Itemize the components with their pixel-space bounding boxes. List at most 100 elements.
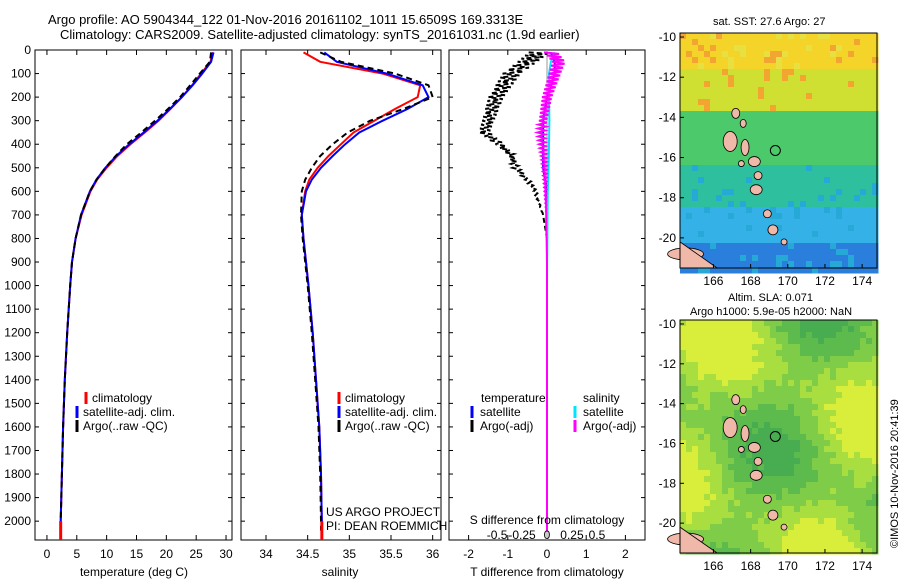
heatmap-cell <box>740 63 747 70</box>
heatmap-cell <box>794 416 801 423</box>
heatmap-cell <box>860 111 867 118</box>
heatmap-cell <box>860 231 867 238</box>
heatmap-cell <box>692 524 699 531</box>
heatmap-cell <box>764 69 771 76</box>
heatmap-cell <box>836 45 843 52</box>
heatmap-cell <box>770 392 777 399</box>
heatmap-cell <box>770 326 777 333</box>
heatmap-cell <box>716 326 723 333</box>
heatmap-cell <box>782 350 789 357</box>
heatmap-cell <box>722 536 729 543</box>
heatmap-cell <box>776 111 783 118</box>
heatmap-cell <box>860 39 867 46</box>
heatmap-cell <box>770 207 777 214</box>
heatmap-cell <box>860 129 867 136</box>
heatmap-cell <box>728 500 735 507</box>
heatmap-cell <box>716 261 723 268</box>
heatmap-cell <box>782 506 789 513</box>
heatmap-cell <box>770 344 777 351</box>
heatmap-cell <box>692 141 699 148</box>
heatmap-cell <box>734 63 741 70</box>
heatmap-cell <box>734 338 741 345</box>
heatmap-cell <box>806 320 813 327</box>
heatmap-cell <box>782 219 789 226</box>
heatmap-cell <box>866 494 873 501</box>
heatmap-cell <box>800 165 807 172</box>
heatmap-cell <box>812 536 819 543</box>
heatmap-cell <box>752 512 759 519</box>
heatmap-cell <box>800 416 807 423</box>
heatmap-cell <box>716 165 723 172</box>
legend-argo: Argo(..raw -QC) <box>83 419 168 433</box>
heatmap-cell <box>716 171 723 178</box>
heatmap-cell <box>794 45 801 52</box>
heatmap-cell <box>872 105 879 112</box>
heatmap-cell <box>866 237 873 244</box>
heatmap-cell <box>794 482 801 489</box>
heatmap-cell <box>782 141 789 148</box>
heatmap-cell <box>848 129 855 136</box>
heatmap-cell <box>680 195 687 202</box>
heatmap-cell <box>710 75 717 82</box>
heatmap-cell <box>740 69 747 76</box>
heatmap-cell <box>692 225 699 232</box>
heatmap-cell <box>830 75 837 82</box>
heatmap-cell <box>698 512 705 519</box>
heatmap-cell <box>848 500 855 507</box>
heatmap-cell <box>746 320 753 327</box>
heatmap-cell <box>770 201 777 208</box>
heatmap-cell <box>740 195 747 202</box>
heatmap-cell <box>698 326 705 333</box>
heatmap-cell <box>812 410 819 417</box>
heatmap-cell <box>716 392 723 399</box>
heatmap-cell <box>734 548 741 555</box>
heatmap-cell <box>842 219 849 226</box>
heatmap-cell <box>818 512 825 519</box>
heatmap-cell <box>806 518 813 525</box>
heatmap-cell <box>746 237 753 244</box>
heatmap-cell <box>830 87 837 94</box>
heatmap-cell <box>782 159 789 166</box>
heatmap-cell <box>830 512 837 519</box>
heatmap-cell <box>776 189 783 196</box>
heatmap-cell <box>854 524 861 531</box>
heatmap-cell <box>734 33 741 40</box>
heatmap-cell <box>866 386 873 393</box>
heatmap-cell <box>806 374 813 381</box>
heatmap-cell <box>704 506 711 513</box>
heatmap-cell <box>872 213 879 220</box>
heatmap-cell <box>800 506 807 513</box>
heatmap-cell <box>830 45 837 52</box>
heatmap-cell <box>788 512 795 519</box>
heatmap-cell <box>752 344 759 351</box>
heatmap-cell <box>818 404 825 411</box>
heatmap-cell <box>866 135 873 142</box>
heatmap-cell <box>806 512 813 519</box>
heatmap-cell <box>710 440 717 447</box>
heatmap-cell <box>686 57 693 64</box>
heatmap-cell <box>680 368 687 375</box>
heatmap-cell <box>728 338 735 345</box>
heatmap-cell <box>848 368 855 375</box>
heatmap-cell <box>842 362 849 369</box>
heatmap-cell <box>740 39 747 46</box>
heatmap-cell <box>692 147 699 154</box>
heatmap-cell <box>842 470 849 477</box>
heatmap-cell <box>824 530 831 537</box>
heatmap-cell <box>710 446 717 453</box>
heatmap-cell <box>812 147 819 154</box>
x-tick-label: 0 <box>544 547 551 561</box>
heatmap-cell <box>686 368 693 375</box>
heatmap-cell <box>854 446 861 453</box>
heatmap-cell <box>764 452 771 459</box>
heatmap-cell <box>842 512 849 519</box>
heatmap-cell <box>854 39 861 46</box>
heatmap-cell <box>740 530 747 537</box>
heatmap-cell <box>830 147 837 154</box>
heatmap-cell <box>836 189 843 196</box>
heatmap-cell <box>848 237 855 244</box>
heatmap-cell <box>794 153 801 160</box>
heatmap-cell <box>812 416 819 423</box>
heatmap-cell <box>746 488 753 495</box>
heatmap-cell <box>812 225 819 232</box>
